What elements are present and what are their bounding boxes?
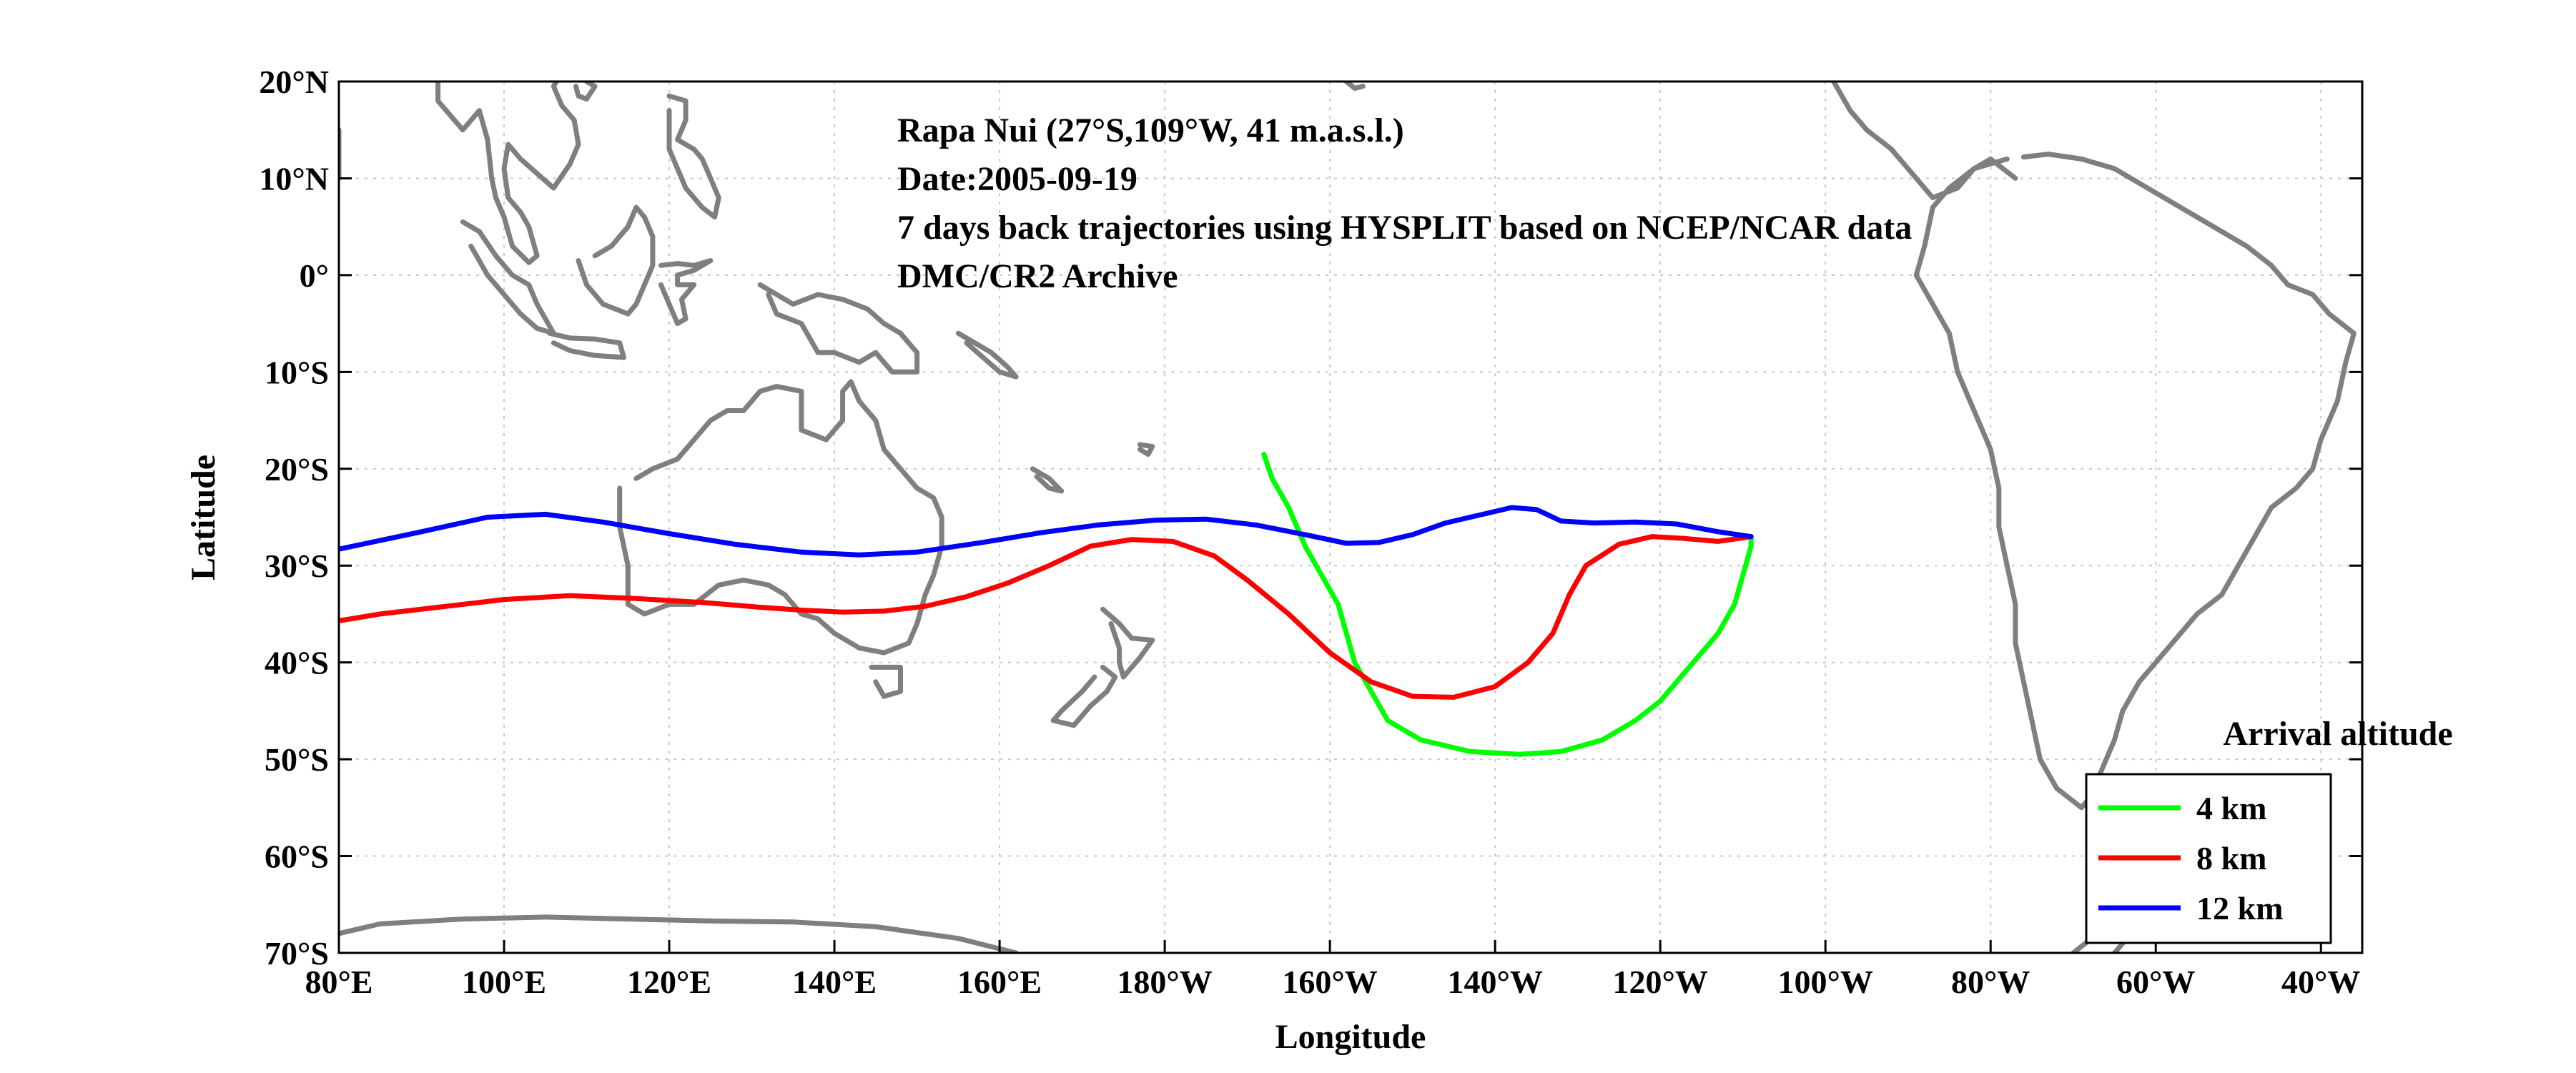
x-tick-label: 100°E	[462, 964, 546, 1000]
x-tick-label: 40°W	[2281, 964, 2360, 1000]
legend-entry: 4 km	[2098, 790, 2266, 826]
y-tick-label: 10°S	[265, 354, 329, 390]
legend-entry: 8 km	[2098, 840, 2266, 876]
y-tick-label: 20°N	[259, 64, 329, 100]
annotation-block: Rapa Nui (27°S,109°W, 41 m.a.s.l.) Date:…	[897, 112, 1912, 295]
annotation-method: 7 days back trajectories using HYSPLIT b…	[897, 209, 1912, 247]
x-tick-label: 80°E	[305, 964, 372, 1000]
y-axis-ticks: 20°N 10°N 0° 10°S 20°S 30°S 40°S 50°S 60°S 70°S	[259, 64, 2362, 971]
coastline-java	[547, 330, 626, 360]
coastline-south-america	[1913, 152, 2357, 811]
y-axis-title: Latitude	[184, 455, 222, 580]
y-tick-label: 0°	[300, 257, 329, 294]
plot-background	[339, 81, 2362, 953]
coastline-australia	[617, 379, 944, 656]
coastline-philippines	[666, 93, 721, 220]
coastline-antarctica	[339, 914, 1019, 953]
coastline-asia-mainland	[435, 81, 581, 265]
x-tick-label: 160°E	[957, 964, 1042, 1000]
trajectory-12km	[339, 505, 1754, 558]
coastline-north-america	[1831, 81, 2018, 200]
y-tick-label: 20°S	[265, 451, 329, 488]
x-tick-label: 100°W	[1777, 964, 1872, 1000]
x-tick-label: 60°W	[2116, 964, 2195, 1000]
x-tick-label: 120°E	[627, 964, 711, 1000]
annotation-date: Date:2005-09-19	[897, 160, 1138, 198]
y-tick-label: 30°S	[265, 548, 329, 584]
legend-label-4km: 4 km	[2196, 790, 2266, 826]
y-tick-label: 10°N	[259, 160, 329, 197]
legend-title: Arrival altitude	[2223, 715, 2452, 753]
x-axis-ticks: 80°E 100°E 120°E 140°E 160°E 180°W 160°W 140°W 1…	[305, 940, 2360, 1000]
y-tick-label: 70°S	[265, 935, 329, 971]
legend-label-8km: 8 km	[2196, 840, 2266, 876]
legend-entry: 12 km	[2098, 890, 2283, 926]
coastline-borneo	[576, 204, 656, 317]
coastline-new-zealand-south	[1050, 664, 1118, 728]
trajectory-4km	[1261, 452, 1754, 757]
annotation-location: Rapa Nui (27°S,109°W, 41 m.a.s.l.)	[897, 112, 1404, 149]
y-tick-label: 40°S	[265, 645, 329, 681]
coastline-new-zealand-north	[1100, 606, 1155, 680]
legend: 4 km 8 km 12 km	[2085, 773, 2332, 944]
coastline-sumatra	[460, 219, 556, 336]
x-axis-title: Longitude	[1275, 1018, 1426, 1056]
x-tick-label: 140°E	[792, 964, 877, 1000]
coastline-solomons	[955, 330, 1019, 380]
x-tick-label: 160°W	[1282, 964, 1377, 1000]
x-tick-label: 140°W	[1447, 964, 1542, 1000]
trajectory-8km	[339, 534, 1754, 700]
coastline-fiji	[1137, 442, 1155, 457]
y-tick-label: 60°S	[265, 839, 329, 875]
x-tick-label: 80°W	[1951, 964, 2030, 1000]
plot-frame	[337, 80, 2364, 954]
coastline-new-guinea-north	[757, 282, 920, 375]
annotation-archive: DMC/CR2 Archive	[897, 257, 1178, 295]
coastline-vanuatu-newcal	[1030, 466, 1065, 494]
legend-label-12km: 12 km	[2196, 890, 2283, 926]
coastline-hainan-taiwan	[573, 81, 598, 102]
coastline-sulawesi	[658, 258, 714, 327]
y-tick-label: 50°S	[265, 741, 329, 778]
coastline-hawaii	[1341, 81, 1366, 91]
trajectory-lines	[339, 452, 1754, 757]
coastline-tasmania	[869, 664, 903, 699]
x-tick-label: 180°W	[1117, 964, 1212, 1000]
x-tick-label: 120°W	[1612, 964, 1707, 1000]
